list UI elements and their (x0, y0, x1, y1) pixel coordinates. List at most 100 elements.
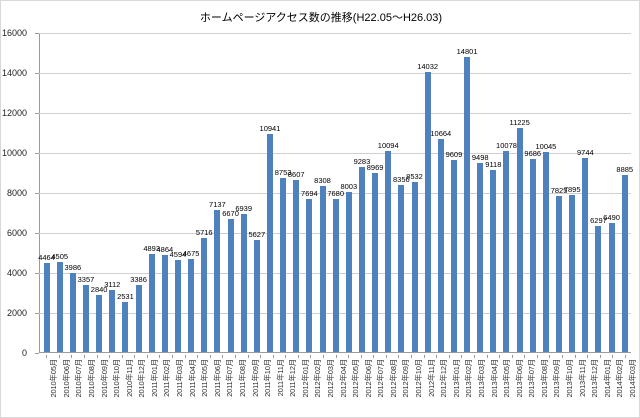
bar[interactable] (253, 239, 260, 352)
bar[interactable] (595, 226, 602, 352)
bar[interactable] (424, 72, 431, 352)
y-tick-label: 10000 (1, 148, 27, 158)
x-label-slot: 2011年09月 (241, 355, 260, 417)
bar[interactable] (135, 284, 142, 352)
x-tick-label: 2014年03月 (627, 359, 637, 398)
bar[interactable] (556, 196, 563, 352)
x-tick-mark (109, 355, 111, 358)
bar[interactable] (582, 157, 589, 352)
bar[interactable] (372, 173, 379, 352)
bar-slot: 9744 (577, 33, 594, 352)
x-tick-mark (411, 355, 413, 358)
x-label-slot: 2012年11月 (417, 355, 436, 417)
bar[interactable] (240, 213, 247, 352)
bar-value-label: 2840 (90, 285, 108, 295)
bar[interactable] (174, 260, 181, 352)
bar[interactable] (569, 194, 576, 352)
x-label-slot: 2012年03月 (317, 355, 335, 417)
x-tick-mark (423, 355, 425, 358)
x-label-slot: 2012年06月 (354, 355, 373, 417)
bar[interactable] (450, 160, 457, 352)
bar-slot: 9609 (446, 33, 462, 352)
bar[interactable] (477, 162, 484, 352)
x-tick-mark (499, 355, 501, 358)
bar[interactable] (503, 151, 510, 352)
bar-slot: 4893 (143, 33, 160, 352)
bar[interactable] (266, 133, 273, 352)
x-label-slot: 2011年12月 (279, 355, 297, 417)
x-tick-mark (285, 355, 287, 358)
bar[interactable] (161, 255, 168, 352)
bar-slot: 8308 (314, 33, 331, 352)
bar[interactable] (411, 181, 418, 352)
bar-slot: 2531 (117, 33, 134, 352)
x-label-slot: 2010年08月 (78, 355, 96, 417)
y-tick-label: 6000 (6, 228, 27, 238)
bar[interactable] (542, 151, 549, 352)
bar[interactable] (188, 258, 195, 352)
bar[interactable] (69, 272, 76, 352)
bar[interactable] (398, 185, 405, 352)
bar[interactable] (306, 198, 313, 352)
x-tick-mark (184, 355, 186, 358)
bar-series: 4464 4505 3986 3357 2840 3112 2531 3386 4893 4864… (38, 33, 633, 352)
bar-slot: 10045 (535, 33, 556, 352)
bar[interactable] (293, 180, 300, 352)
bar[interactable] (621, 174, 628, 352)
bar-value-label: 14032 (417, 62, 439, 72)
bar-value-label: 4464 (38, 253, 55, 262)
y-tick-label: 14000 (1, 68, 27, 78)
bar[interactable] (516, 128, 523, 352)
x-tick-mark (486, 355, 488, 358)
x-label-slot: 2012年04月 (329, 355, 348, 417)
x-tick-mark (612, 355, 614, 358)
bar[interactable] (464, 56, 471, 352)
x-label-slot: 2010年10月 (103, 355, 121, 417)
bar[interactable] (109, 289, 116, 352)
x-label-slot: 2014年01月 (593, 355, 612, 417)
bar[interactable] (490, 170, 497, 352)
bar[interactable] (82, 285, 89, 352)
bar[interactable] (56, 262, 63, 352)
bar-value-label: 10664 (430, 129, 452, 139)
x-label-slot: 2011年07月 (216, 355, 234, 417)
x-label-slot: 2011年02月 (153, 355, 171, 417)
bar[interactable] (280, 177, 287, 352)
bar[interactable] (332, 198, 339, 352)
bar[interactable] (148, 254, 155, 352)
x-tick-mark (323, 355, 324, 358)
x-tick-mark (461, 355, 463, 358)
bar[interactable] (358, 166, 365, 352)
bar-slot: 6670 (222, 33, 239, 352)
x-label-slot: 2011年06月 (204, 355, 222, 417)
y-tick-mark (35, 193, 39, 194)
x-axis-line (39, 352, 631, 353)
bar[interactable] (96, 295, 103, 352)
bar[interactable] (227, 219, 234, 352)
x-tick-mark (58, 355, 60, 358)
bar-slot: 8532 (406, 33, 423, 352)
bar[interactable] (608, 222, 615, 352)
x-tick-mark (536, 355, 538, 358)
bar[interactable] (319, 186, 326, 352)
bar[interactable] (345, 192, 352, 352)
bar[interactable] (43, 263, 50, 352)
bar[interactable] (122, 301, 129, 352)
bar-slot: 7680 (327, 33, 344, 352)
x-tick-mark (473, 355, 475, 358)
x-tick-mark (549, 355, 551, 358)
x-tick-mark (436, 355, 438, 358)
bar[interactable] (437, 139, 444, 352)
bar[interactable] (214, 209, 221, 352)
bar-value-label: 3357 (77, 275, 95, 285)
bar-value-label: 8003 (340, 182, 358, 192)
bar-value-label: 6490 (603, 212, 620, 222)
x-tick-mark (146, 355, 148, 358)
bar-slot: 8003 (340, 33, 358, 352)
bar[interactable] (201, 238, 208, 352)
bar[interactable] (385, 150, 392, 352)
bar-slot: 10941 (260, 33, 280, 352)
chart-title: ホームページアクセス数の推移(H22.05～H26.03) (199, 12, 443, 24)
bar[interactable] (529, 158, 536, 352)
